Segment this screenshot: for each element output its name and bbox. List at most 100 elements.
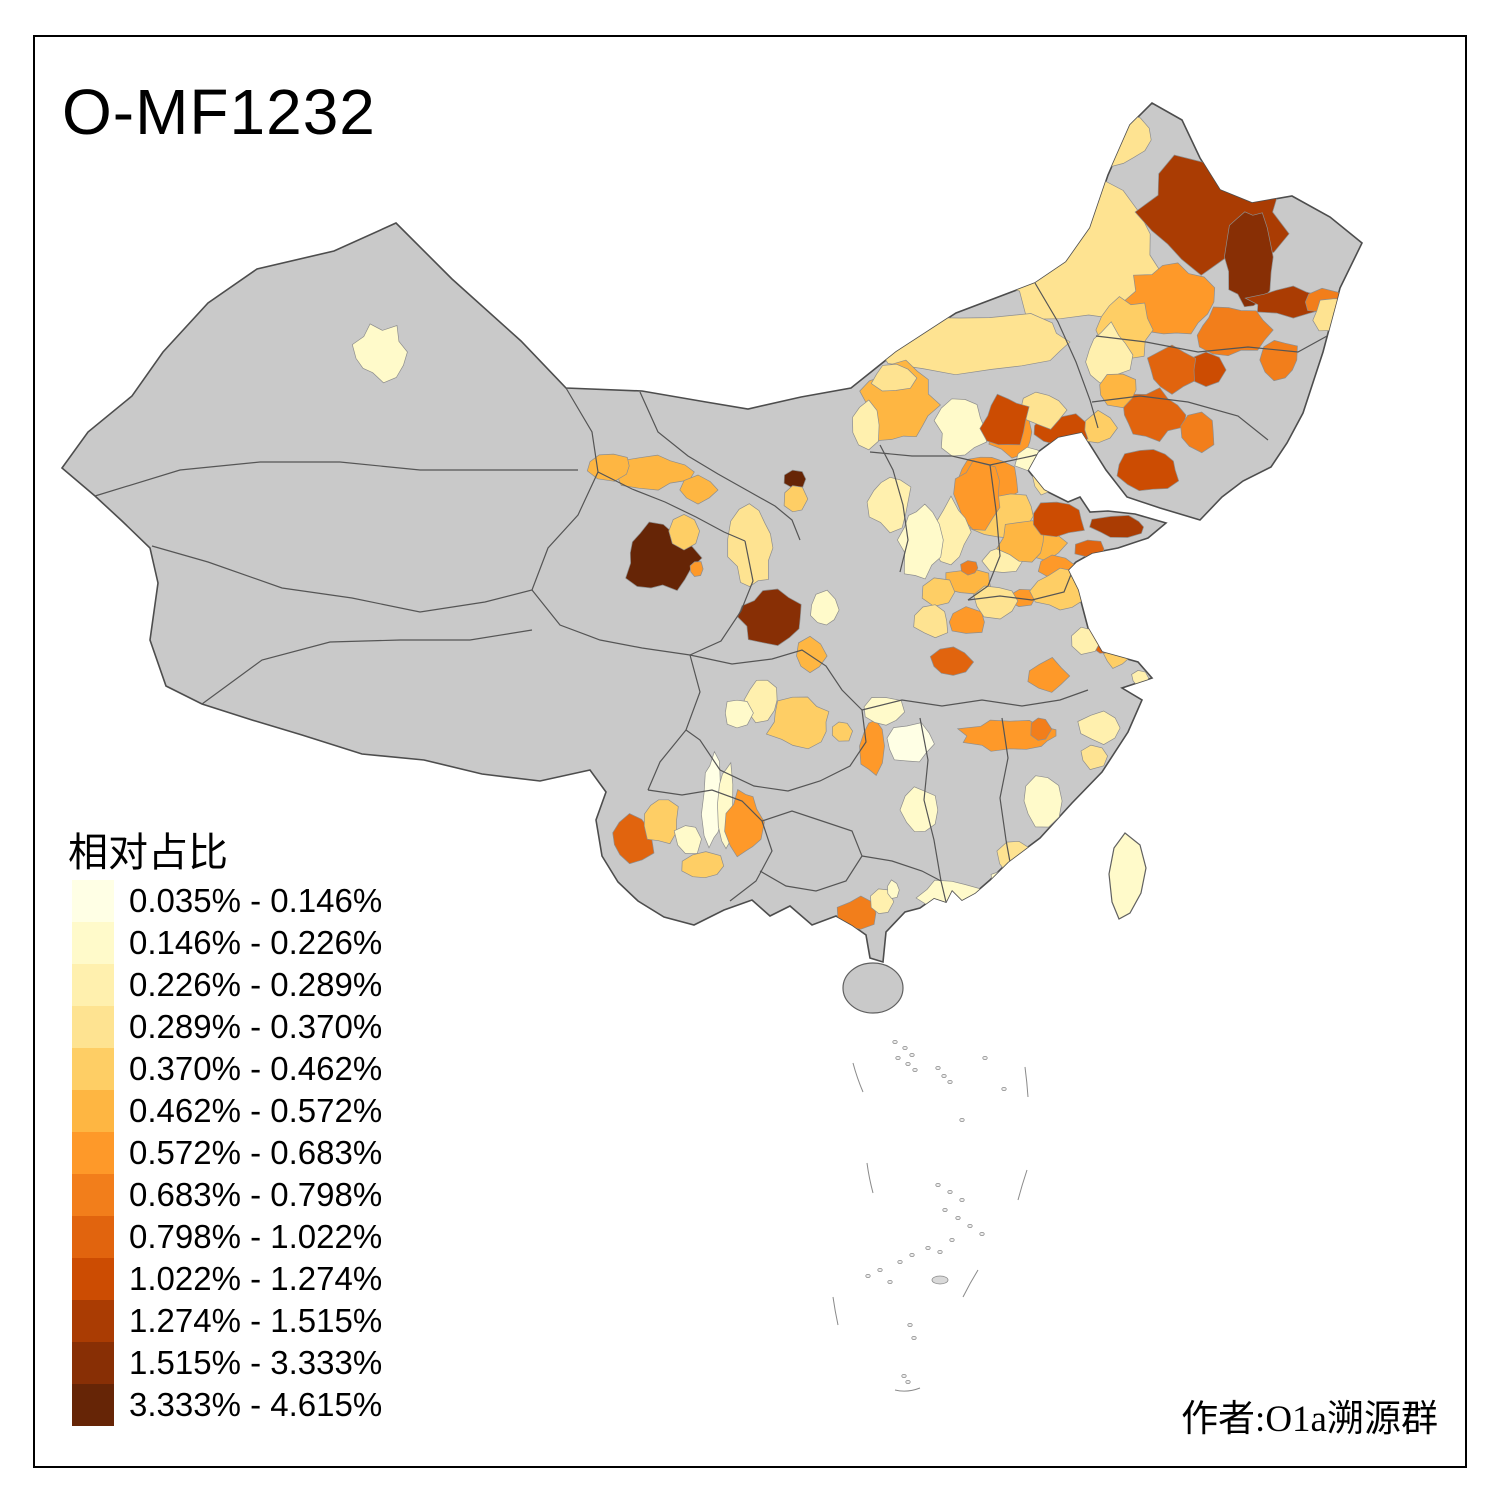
legend-range-label: 0.289% - 0.370% bbox=[129, 1008, 383, 1045]
map-region-patch bbox=[836, 895, 877, 930]
legend-swatch bbox=[72, 1258, 114, 1300]
map-region-patch bbox=[973, 585, 1019, 620]
legend-range-label: 0.226% - 0.289% bbox=[129, 966, 383, 1003]
islet-dot bbox=[979, 1232, 985, 1237]
map-region-patch bbox=[870, 363, 918, 392]
islet-dot bbox=[947, 1080, 953, 1085]
islet-dot bbox=[895, 1056, 901, 1061]
map-region-patch bbox=[1244, 285, 1326, 319]
legend-range-label: 1.515% - 3.333% bbox=[129, 1344, 383, 1381]
legend-item: 0.572% - 0.683% bbox=[72, 1132, 382, 1174]
islet-gray bbox=[931, 1275, 949, 1285]
legend-swatch bbox=[72, 922, 114, 964]
map-region-patch bbox=[866, 476, 912, 534]
map-region-patch bbox=[810, 589, 840, 626]
province-border-line bbox=[861, 855, 947, 903]
reef-arc bbox=[866, 1162, 874, 1194]
map-region-patch bbox=[948, 606, 985, 634]
province-border-line bbox=[999, 717, 1011, 863]
islet-dot bbox=[905, 1380, 911, 1385]
legend-swatch bbox=[72, 1216, 114, 1258]
map-region-patch bbox=[1089, 515, 1144, 538]
legend-item: 0.798% - 1.022% bbox=[72, 1216, 382, 1258]
islet-dot bbox=[982, 1056, 988, 1061]
map-region-patch bbox=[783, 485, 809, 513]
map-region-patch bbox=[681, 851, 725, 879]
legend-range-label: 0.146% - 0.226% bbox=[129, 924, 383, 961]
map-region-patch bbox=[724, 699, 754, 729]
province-border-line bbox=[685, 649, 867, 792]
legend: 0.035% - 0.146% 0.146% - 0.226% 0.226% - 0… bbox=[72, 880, 382, 1426]
map-region-patch bbox=[796, 635, 828, 674]
plot-title: O-MF1232 bbox=[62, 76, 376, 148]
province-border-line bbox=[689, 540, 754, 656]
islet-dot bbox=[909, 1253, 915, 1258]
map-region-patch bbox=[863, 697, 905, 726]
islet-dot bbox=[1001, 1087, 1007, 1092]
legend-range-label: 1.274% - 1.515% bbox=[129, 1302, 383, 1339]
islet-dot bbox=[887, 1280, 893, 1285]
map-region-patch bbox=[612, 813, 655, 865]
legend-item: 0.146% - 0.226% bbox=[72, 922, 382, 964]
map-region-patch bbox=[1180, 411, 1215, 454]
attribution-text: 作者:O1a溯源群 bbox=[1181, 1399, 1438, 1440]
province-border-line bbox=[1091, 395, 1269, 441]
legend-range-label: 0.683% - 0.798% bbox=[129, 1176, 383, 1213]
islet-dot bbox=[955, 1216, 961, 1221]
map-region-patch bbox=[1033, 501, 1085, 538]
map-region-patch bbox=[913, 604, 949, 639]
legend-range-label: 0.798% - 1.022% bbox=[129, 1218, 383, 1255]
islet-dot bbox=[942, 1208, 948, 1213]
plot-border bbox=[33, 35, 1467, 1468]
map-region-patch bbox=[351, 323, 408, 384]
map-region-patch bbox=[933, 398, 987, 457]
legend-range-label: 0.370% - 0.462% bbox=[129, 1050, 383, 1087]
legend-item: 0.226% - 0.289% bbox=[72, 964, 382, 1006]
province-border-line bbox=[151, 387, 599, 613]
province-border-line bbox=[597, 471, 746, 542]
islet-dot bbox=[967, 1224, 973, 1229]
map-region-patch bbox=[701, 750, 724, 849]
map-region-patch bbox=[896, 503, 944, 580]
legend-item: 3.333% - 4.615% bbox=[72, 1384, 382, 1426]
province-border-line bbox=[919, 717, 942, 882]
legend-item: 0.370% - 0.462% bbox=[72, 1048, 382, 1090]
islet-dot bbox=[937, 1250, 943, 1255]
province-border-line bbox=[639, 391, 801, 541]
province-border-line bbox=[647, 789, 773, 902]
south-china-sea-islands bbox=[832, 1040, 1029, 1392]
legend-swatch bbox=[72, 880, 114, 922]
map-region-patch bbox=[1080, 744, 1108, 771]
map-region-patch bbox=[1030, 717, 1053, 741]
map-region-patch bbox=[679, 474, 719, 505]
map-region-patch bbox=[921, 577, 956, 607]
islet-dot bbox=[935, 1183, 941, 1188]
islet-dot bbox=[877, 1268, 883, 1273]
map-region-patch bbox=[1023, 775, 1063, 828]
reef-arc bbox=[832, 1296, 839, 1326]
islet-dot bbox=[912, 1068, 918, 1073]
taiwan-island bbox=[1108, 832, 1147, 920]
map-region-patch bbox=[689, 561, 704, 577]
province-border-line bbox=[967, 561, 1077, 601]
legend-swatch bbox=[72, 1342, 114, 1384]
legend-range-label: 0.572% - 0.683% bbox=[129, 1134, 383, 1171]
map-region-patch bbox=[1146, 344, 1197, 395]
islet-dot bbox=[897, 1260, 903, 1265]
legend-item: 1.022% - 1.274% bbox=[72, 1258, 382, 1300]
map-region-patch bbox=[1077, 710, 1121, 745]
legend-range-label: 0.462% - 0.572% bbox=[129, 1092, 383, 1129]
legend-swatch bbox=[72, 1132, 114, 1174]
map-region-patch bbox=[831, 721, 853, 742]
map-region-patch bbox=[673, 825, 702, 854]
islet-dot bbox=[941, 1074, 947, 1079]
legend-swatch bbox=[72, 964, 114, 1006]
province-border-line bbox=[531, 589, 691, 656]
province-border-line bbox=[879, 444, 909, 573]
map-region-patch bbox=[1027, 657, 1071, 693]
islet-dot bbox=[892, 1040, 898, 1045]
map-region-patch bbox=[668, 514, 700, 551]
islet-dot bbox=[947, 1190, 953, 1195]
